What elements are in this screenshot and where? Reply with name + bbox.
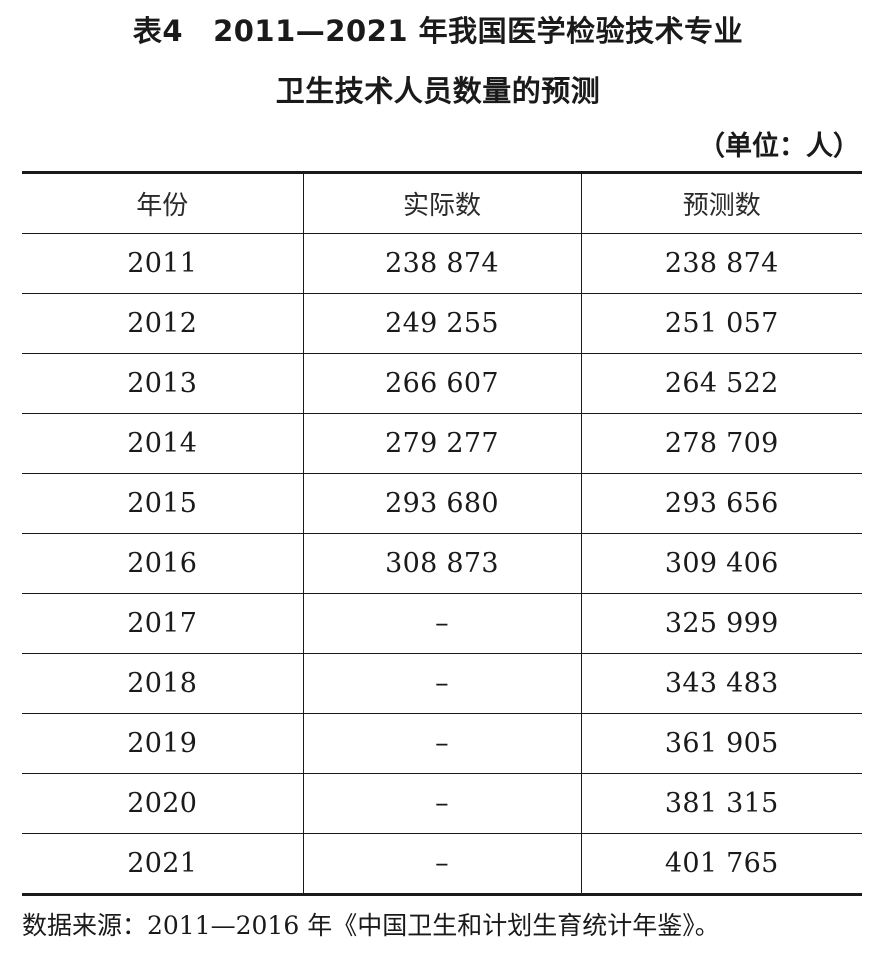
table-title-text-1: 2011—2021 年我国医学检验技术专业	[213, 14, 744, 48]
cell-actual: –	[302, 773, 581, 834]
cell-year: 2013	[22, 353, 303, 414]
header-year: 年份	[22, 172, 303, 234]
table-row: 2012 249 255 251 057	[22, 293, 862, 354]
cell-actual: –	[302, 653, 581, 714]
unit-note: （单位：人）	[698, 131, 860, 162]
cell-year: 2018	[22, 653, 303, 714]
table-number: 表4	[132, 14, 184, 48]
table-title-line-1: 表4 2011—2021 年我国医学检验技术专业	[0, 8, 876, 50]
cell-predicted: 361 905	[580, 713, 862, 774]
cell-predicted: 309 406	[580, 533, 862, 594]
table-row: 2021 –401 765	[22, 833, 862, 895]
cell-year: 2014	[22, 413, 303, 474]
cell-predicted: 251 057	[580, 293, 862, 354]
cell-year: 2021	[127, 848, 198, 879]
source-note: 数据来源：2011—2016 年《中国卫生和计划生育统计年鉴》。	[22, 911, 720, 940]
table-header-row: 年份 实际数 预测数	[22, 172, 862, 234]
cell-actual: 308 873	[302, 533, 581, 594]
cell-predicted: 401 765	[580, 833, 862, 895]
cell-year: 2011	[22, 233, 303, 294]
cell-actual: –	[302, 713, 581, 774]
cell-actual: 279 277	[302, 413, 581, 474]
table-title-line-2: 卫生技术人员数量的预测	[275, 74, 601, 108]
forecast-table: 年份 实际数 预测数 2011 238 874 238 874 2012 249 255…	[22, 171, 862, 896]
header-predicted: 预测数	[580, 172, 862, 234]
cell-actual: –	[302, 593, 581, 654]
cell-actual: 266 607	[302, 353, 581, 414]
cell-year: 2015	[22, 473, 303, 534]
table-row: 2014 279 277 278 709	[22, 413, 862, 474]
cell-year: 2012	[22, 293, 303, 354]
table-row: 2011 238 874 238 874	[22, 233, 862, 294]
cell-year: 2020	[22, 773, 303, 834]
cell-year: 2019	[22, 713, 303, 774]
cell-predicted: 238 874	[580, 233, 862, 294]
table-row: 2018–343 483	[22, 653, 862, 714]
cell-actual: 249 255	[302, 293, 581, 354]
cell-year: 2016	[22, 533, 303, 594]
table-row: 2015 293 680 293 656	[22, 473, 862, 534]
header-actual: 实际数	[302, 172, 581, 234]
cell-predicted: 381 315	[580, 773, 862, 834]
table-row: 2016 308 873 309 406	[22, 533, 862, 594]
cell-predicted: 343 483	[580, 653, 862, 714]
cell-predicted: 264 522	[580, 353, 862, 414]
table-row: 2020–381 315	[22, 773, 862, 834]
table-row: 2019–361 905	[22, 713, 862, 774]
cell-predicted: 293 656	[580, 473, 862, 534]
cell-predicted: 325 999	[580, 593, 862, 654]
cell-actual: –	[302, 833, 581, 895]
cell-actual: 238 874	[302, 233, 581, 294]
cell-actual: 293 680	[302, 473, 581, 534]
table-row: 2017–325 999	[22, 593, 862, 654]
table-row: 2013 266 607 264 522	[22, 353, 862, 414]
cell-year: 2017	[22, 593, 303, 654]
cell-predicted: 278 709	[580, 413, 862, 474]
